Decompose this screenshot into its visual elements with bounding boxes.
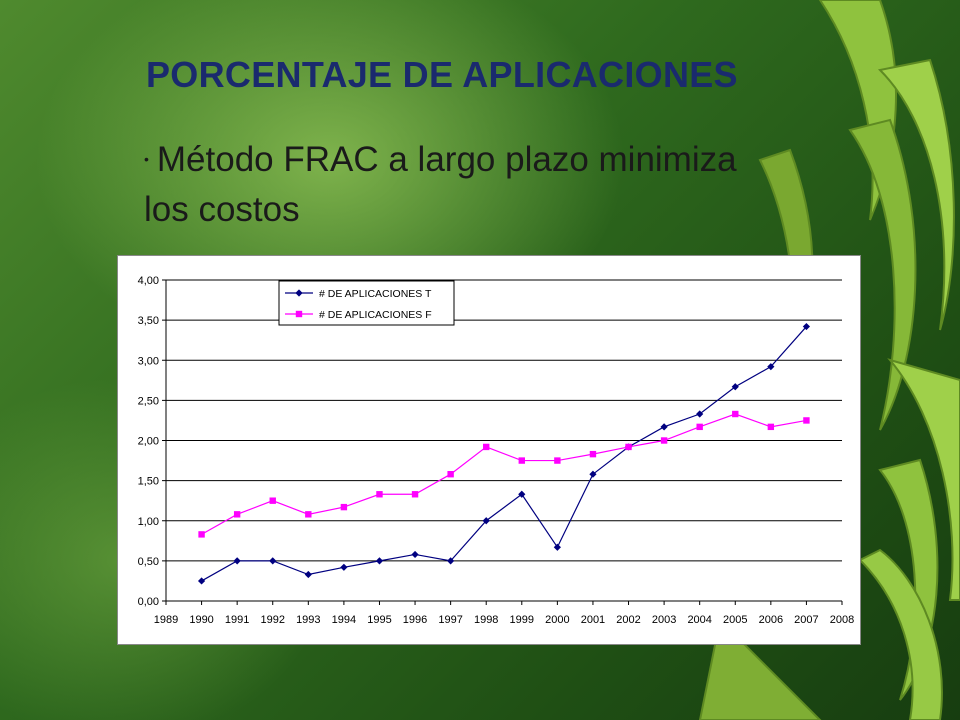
y-tick-label: 0,50 [138, 556, 159, 568]
data-point-2 [767, 423, 775, 431]
x-tick-label: 1997 [438, 614, 462, 626]
y-tick-label: 2,00 [138, 436, 159, 448]
data-point-1 [589, 470, 597, 478]
legend-label-2: # DE APLICACIONES F [319, 309, 432, 321]
data-point-2 [625, 443, 632, 451]
y-tick-label: 3,00 [138, 355, 159, 367]
x-tick-label: 1994 [332, 614, 356, 626]
data-point-2 [269, 497, 276, 504]
legend-marker-2 [295, 310, 303, 318]
slide-title: PORCENTAJE DE APLICACIONES [146, 54, 738, 95]
data-point-2 [518, 457, 525, 464]
x-tick-label: 2008 [830, 614, 854, 626]
data-point-2 [554, 457, 561, 464]
data-point-1 [411, 550, 419, 559]
chart-legend [278, 280, 455, 326]
data-point-1 [482, 517, 490, 525]
data-point-1 [304, 570, 312, 579]
series-line-2 [201, 413, 807, 535]
x-tick-label: 1989 [154, 614, 178, 626]
data-point-2 [732, 410, 739, 418]
x-tick-label: 2005 [723, 614, 747, 626]
x-tick-label: 2004 [687, 614, 711, 626]
data-point-2 [411, 491, 419, 498]
data-point-2 [696, 423, 703, 431]
y-tick-label: 1,00 [138, 516, 159, 528]
data-point-2 [447, 471, 454, 478]
data-point-1 [197, 577, 206, 585]
data-point-2 [660, 437, 668, 444]
data-point-1 [518, 490, 526, 498]
data-point-1 [269, 557, 277, 565]
x-tick-label: 1990 [189, 614, 213, 626]
x-tick-label: 2001 [581, 614, 605, 626]
data-point-2 [803, 417, 810, 424]
legend-label-1: # DE APLICACIONES T [319, 288, 432, 300]
x-tick-label: 2007 [794, 614, 818, 626]
y-tick-label: 4,00 [138, 275, 159, 287]
x-tick-label: 1996 [403, 614, 427, 626]
bullet-point: • Método FRAC a largo plazo minimiza los … [144, 136, 784, 234]
chart-canvas: 0,00 0,50 1,00 1,50 2,00 2,50 3,00 3,50 4,00 1989… [138, 275, 855, 626]
data-point-2 [305, 511, 312, 518]
y-tick-label: 3,50 [138, 315, 159, 327]
data-point-1 [340, 563, 348, 571]
x-tick-label: 2000 [545, 614, 569, 626]
x-tick-label: 1993 [296, 614, 320, 626]
x-tick-label: 1992 [260, 614, 284, 626]
y-tick-label: 0,00 [138, 596, 159, 608]
x-tick-label: 1991 [225, 614, 249, 626]
data-point-2 [589, 450, 597, 458]
legend-marker-1 [295, 289, 303, 297]
data-point-2 [198, 531, 205, 538]
x-tick-label: 1995 [367, 614, 391, 626]
data-point-1 [660, 423, 668, 431]
y-tick-label: 1,50 [138, 476, 159, 488]
data-point-1 [375, 557, 384, 565]
x-tick-label: 1998 [474, 614, 498, 626]
x-tick-label: 1999 [510, 614, 534, 626]
series-line-1 [201, 326, 807, 582]
data-point-1 [553, 543, 561, 551]
data-point-2 [376, 491, 383, 498]
bullet-text: Método FRAC a largo plazo minimiza los c… [144, 140, 737, 229]
x-tick-label: 2003 [652, 614, 676, 626]
data-point-2 [340, 503, 348, 511]
data-point-1 [447, 557, 455, 565]
x-tick-label: 2006 [759, 614, 783, 626]
data-point-2 [483, 443, 490, 451]
bullet-icon: • [144, 150, 149, 167]
y-tick-label: 2,50 [138, 395, 159, 407]
data-point-1 [233, 557, 241, 565]
line-chart: 0,00 0,50 1,00 1,50 2,00 2,50 3,00 3,50 4,00 1989… [117, 255, 861, 645]
x-tick-label: 2002 [616, 614, 640, 626]
data-point-2 [233, 511, 241, 518]
